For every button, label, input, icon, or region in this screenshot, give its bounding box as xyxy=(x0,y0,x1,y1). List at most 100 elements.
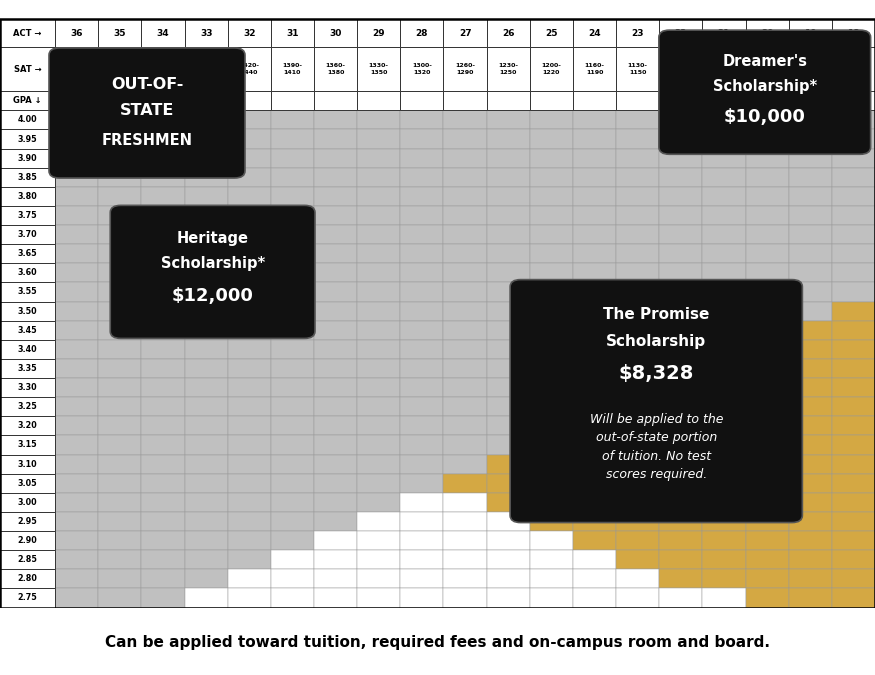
Bar xyxy=(55,263,98,282)
Bar xyxy=(55,148,98,167)
Bar xyxy=(185,569,228,589)
Bar xyxy=(573,321,616,340)
Bar xyxy=(357,225,401,244)
Bar xyxy=(228,110,271,130)
Bar xyxy=(529,282,573,302)
Text: Scholarship*: Scholarship* xyxy=(160,256,265,271)
Bar xyxy=(529,321,573,340)
Bar xyxy=(444,263,487,282)
Text: 1360-
1380: 1360- 1380 xyxy=(326,63,346,75)
Text: GPA ↓: GPA ↓ xyxy=(13,96,42,105)
Bar xyxy=(228,148,271,167)
Bar xyxy=(0,550,55,569)
Bar xyxy=(185,397,228,416)
Bar xyxy=(314,550,357,569)
Text: 1390-
1410: 1390- 1410 xyxy=(283,63,303,75)
Bar xyxy=(746,244,788,263)
Bar xyxy=(185,263,228,282)
Bar xyxy=(746,321,788,340)
Text: 3.15: 3.15 xyxy=(18,441,38,450)
Bar xyxy=(573,493,616,512)
Bar xyxy=(228,435,271,454)
Bar xyxy=(529,531,573,550)
Bar xyxy=(228,589,271,608)
Bar xyxy=(788,20,832,47)
Bar xyxy=(0,148,55,167)
Bar xyxy=(832,302,875,321)
Bar xyxy=(788,378,832,397)
FancyBboxPatch shape xyxy=(510,279,802,522)
Bar xyxy=(357,263,401,282)
Bar xyxy=(573,47,616,90)
Bar xyxy=(98,167,142,187)
Bar xyxy=(271,531,314,550)
Bar xyxy=(55,167,98,187)
Bar xyxy=(228,569,271,589)
Bar xyxy=(55,321,98,340)
Bar xyxy=(788,474,832,493)
Bar xyxy=(788,244,832,263)
Bar xyxy=(98,512,142,531)
Bar xyxy=(357,321,401,340)
Bar xyxy=(444,167,487,187)
Bar xyxy=(142,454,185,474)
Bar xyxy=(0,531,55,550)
Bar xyxy=(185,302,228,321)
Bar xyxy=(0,512,55,531)
Bar xyxy=(0,263,55,282)
Bar xyxy=(529,397,573,416)
Bar xyxy=(0,454,55,474)
Bar xyxy=(401,302,444,321)
Bar xyxy=(573,302,616,321)
Bar xyxy=(573,20,616,47)
Bar xyxy=(55,110,98,130)
Bar xyxy=(703,474,746,493)
Bar xyxy=(444,20,487,47)
Bar xyxy=(55,20,98,47)
Bar xyxy=(746,589,788,608)
Bar xyxy=(659,493,703,512)
Bar xyxy=(271,244,314,263)
Bar xyxy=(487,244,529,263)
Bar xyxy=(444,187,487,206)
Bar xyxy=(0,130,55,148)
Bar xyxy=(529,550,573,569)
Bar xyxy=(616,589,659,608)
Text: $10,000: $10,000 xyxy=(724,109,806,126)
Bar xyxy=(98,130,142,148)
Bar xyxy=(573,263,616,282)
Bar xyxy=(746,397,788,416)
Bar xyxy=(788,512,832,531)
Bar xyxy=(55,187,98,206)
Bar xyxy=(746,282,788,302)
Bar xyxy=(573,454,616,474)
Bar xyxy=(98,225,142,244)
Bar xyxy=(314,531,357,550)
Bar xyxy=(444,148,487,167)
Bar xyxy=(746,20,788,47)
Bar xyxy=(616,569,659,589)
Bar xyxy=(746,531,788,550)
Bar xyxy=(357,167,401,187)
Bar xyxy=(788,130,832,148)
Bar xyxy=(616,512,659,531)
Text: 3.40: 3.40 xyxy=(18,345,38,354)
Text: 3.20: 3.20 xyxy=(18,421,38,431)
Bar xyxy=(55,550,98,569)
Text: 1260-
1290: 1260- 1290 xyxy=(455,63,475,75)
Bar xyxy=(185,340,228,359)
Bar xyxy=(788,359,832,378)
Text: 19: 19 xyxy=(804,29,816,38)
Bar xyxy=(314,47,357,90)
Bar xyxy=(444,474,487,493)
Bar xyxy=(271,589,314,608)
Bar xyxy=(98,416,142,435)
Bar xyxy=(142,148,185,167)
Text: 3.35: 3.35 xyxy=(18,364,38,373)
Bar xyxy=(444,90,487,110)
Bar xyxy=(98,90,142,110)
Text: 3.45: 3.45 xyxy=(18,326,38,335)
Bar xyxy=(788,321,832,340)
Bar xyxy=(703,20,746,47)
Bar xyxy=(529,569,573,589)
